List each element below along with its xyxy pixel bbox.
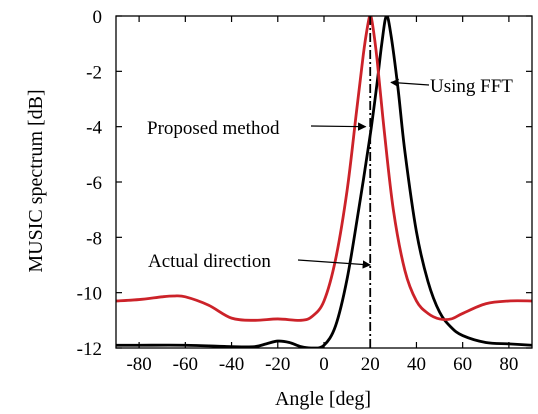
- annotation-arrow-using-fft: [390, 78, 430, 88]
- x-tick-label: -40: [219, 354, 244, 375]
- y-tick-label: 0: [93, 7, 103, 28]
- x-tick-label: 20: [361, 354, 380, 375]
- y-tick-label: -2: [86, 62, 102, 83]
- y-tick-label: -8: [86, 228, 102, 249]
- y-tick-label: -4: [86, 118, 102, 139]
- annotations: Proposed method Using FFT Actual direction: [147, 76, 513, 272]
- x-tick-label: -20: [265, 354, 290, 375]
- annotation-arrow-actual-direction: [297, 259, 372, 269]
- series-line-using-fft: [116, 16, 532, 348]
- annotation-arrow-proposed-method: [310, 122, 367, 131]
- series-group: [116, 16, 532, 348]
- x-tick-label: 60: [453, 354, 472, 375]
- y-tick-label: -6: [86, 173, 102, 194]
- y-axis-label: MUSIC spectrum [dB]: [25, 89, 47, 272]
- x-tick-label: 80: [499, 354, 518, 375]
- annotation-using-fft: Using FFT: [430, 76, 513, 97]
- axis-ticks: -80 -60 -40 -20 0 20 40 60 80 0 -2 -4 -6 -8 -10 -12: [77, 7, 532, 375]
- y-tick-label: -10: [77, 284, 102, 305]
- x-axis-label: Angle [deg]: [275, 388, 371, 410]
- annotation-proposed-method: Proposed method: [147, 118, 280, 139]
- y-tick-label: -12: [77, 339, 102, 360]
- x-tick-label: 40: [407, 354, 426, 375]
- series-line-proposed-method: [116, 16, 532, 322]
- x-tick-label: 0: [319, 354, 329, 375]
- annotation-actual-direction: Actual direction: [148, 251, 271, 272]
- x-tick-label: -60: [173, 354, 198, 375]
- plot-content: [116, 16, 532, 348]
- x-tick-label: -80: [126, 354, 151, 375]
